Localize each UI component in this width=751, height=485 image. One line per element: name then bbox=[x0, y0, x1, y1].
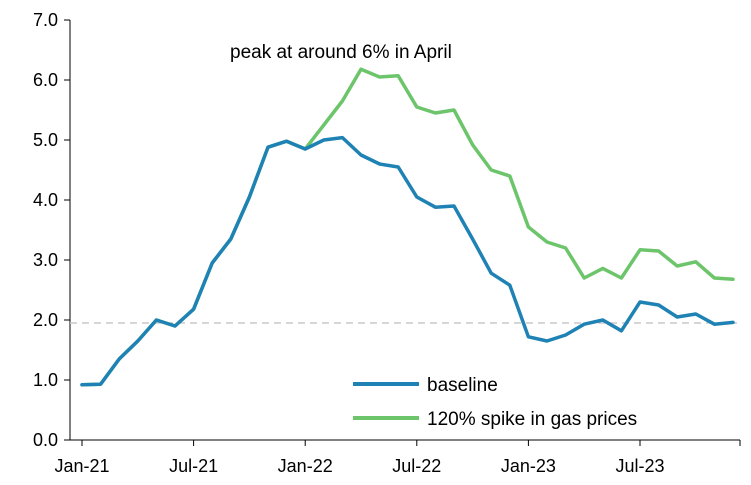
peak-annotation: peak at around 6% in April bbox=[230, 42, 452, 63]
x-tick-label: Jan-21 bbox=[54, 456, 109, 476]
y-tick-label: 1.0 bbox=[33, 370, 58, 390]
series-line-baseline bbox=[80, 135, 735, 387]
x-tick-label: Jan-23 bbox=[501, 456, 556, 476]
y-tick-label: 6.0 bbox=[33, 70, 58, 90]
legend-label-gas-spike: 120% spike in gas prices bbox=[427, 409, 637, 430]
legend-label-baseline: baseline bbox=[427, 375, 498, 396]
x-tick-label: Jul-23 bbox=[615, 456, 664, 476]
y-tick-label: 3.0 bbox=[33, 250, 58, 270]
y-tick-label: 2.0 bbox=[33, 310, 58, 330]
x-tick-label: Jan-22 bbox=[278, 456, 333, 476]
plot-area: 0.0 1.0 2.0 3.0 4.0 5.0 6.0 7.0 Jan-21 Jul-21 Jan-… bbox=[33, 10, 741, 476]
y-tick-label: 5.0 bbox=[33, 130, 58, 150]
series-line-gas-spike bbox=[80, 67, 735, 387]
y-tick-label: 7.0 bbox=[33, 10, 58, 30]
y-tick-label: 0.0 bbox=[33, 430, 58, 450]
legend: baseline 120% spike in gas prices bbox=[353, 375, 637, 430]
y-tick-label: 4.0 bbox=[33, 190, 58, 210]
x-tick-label: Jul-21 bbox=[169, 456, 218, 476]
x-tick-label: Jul-22 bbox=[392, 456, 441, 476]
